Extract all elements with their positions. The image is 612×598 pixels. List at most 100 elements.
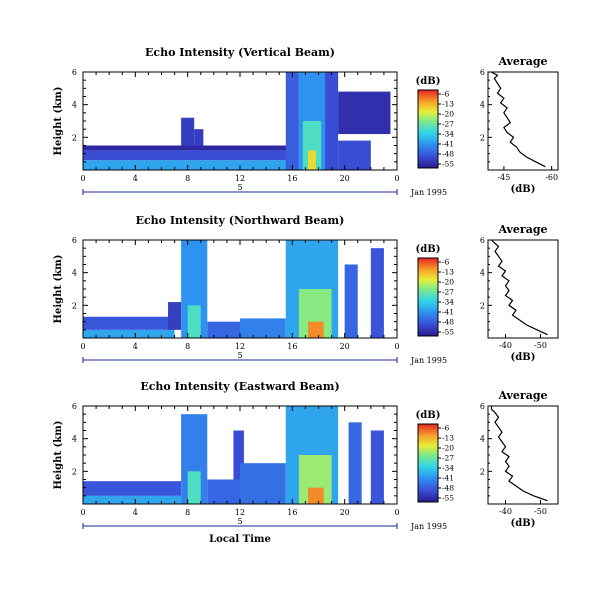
echo-cell [308, 487, 324, 504]
echo-cell [83, 495, 182, 504]
average-title: Average [497, 389, 547, 402]
echo-cell [338, 140, 371, 170]
plot-frame [487, 71, 559, 171]
x-axis-label: (dB) [511, 184, 536, 195]
echo-cell [83, 145, 293, 151]
x-tick-label: -40 [499, 507, 512, 516]
average-profile-line [490, 71, 546, 168]
echo-cell [83, 329, 175, 338]
echo-cell [348, 422, 362, 504]
x-tick-label: 4 [133, 342, 138, 351]
x-tick-label: 4 [133, 508, 138, 517]
colorbar-tick-label: -48 [442, 484, 454, 493]
colorbar: (dB)-6-13-20-27-34-41-48-55 [416, 76, 454, 169]
x-tick-label: 8 [185, 342, 190, 351]
echo-cell [325, 72, 339, 170]
panel-title: Echo Intensity (Vertical Beam) [145, 46, 335, 59]
x-tick-label: -50 [534, 341, 547, 350]
x-axis-label: Local Time [209, 534, 271, 545]
y-tick-label: 4 [72, 101, 77, 110]
y-axis-label: Height (km) [53, 421, 64, 490]
colorbar-tick-label: -13 [442, 100, 454, 109]
colorbar-tick-label: -20 [442, 110, 454, 119]
panel-title: Echo Intensity (Northward Beam) [136, 214, 345, 227]
colorbar-tick-label: -27 [442, 454, 454, 463]
x-tick-label: 20 [340, 508, 350, 517]
x-tick-label: -40 [499, 341, 512, 350]
echo-cell [302, 121, 322, 170]
colorbar-tick-label: -20 [442, 444, 454, 453]
x-tick-label: -50 [534, 507, 547, 516]
colorbar-tick-label: -41 [442, 140, 454, 149]
colorbar-tick-label: -27 [442, 288, 454, 297]
colorbar-tick-label: -55 [442, 494, 454, 503]
echo-cell [308, 150, 316, 170]
average-profile-panel-3: Average 2 4 6 -40 -50 (dB) [480, 389, 559, 529]
x-tick-label: 8 [185, 174, 190, 183]
date-label: Jan 1995 [410, 522, 447, 531]
colorbar: (dB)-6-13-20-27-34-41-48-55 [416, 244, 454, 337]
echo-cell [207, 321, 240, 338]
average-profile-panel-1: Average 2 4 6 -45 -60 (dB) [480, 55, 559, 195]
colorbar-tick-label: -13 [442, 268, 454, 277]
x-tick-label: 0 [394, 174, 399, 183]
average-profile-line [491, 239, 548, 336]
echo-cell [370, 248, 384, 338]
x-tick-label: 20 [340, 174, 350, 183]
heatmap-panel-2: Echo Intensity (Northward Beam)0 4 8 12 16 20… [53, 214, 454, 365]
x-tick-label: 0 [80, 508, 85, 517]
echo-cell [240, 318, 286, 338]
x-tick-label: 20 [340, 342, 350, 351]
y-axis-label: Height (km) [53, 255, 64, 324]
echo-cell [370, 430, 384, 504]
x-tick-label: 12 [235, 174, 245, 183]
echo-cell [240, 463, 286, 504]
panel-title: Echo Intensity (Eastward Beam) [140, 380, 339, 393]
colorbar-tick-label: -13 [442, 434, 454, 443]
colorbar-tick-label: -41 [442, 308, 454, 317]
y-tick-label: 4 [480, 435, 485, 444]
colorbar-tick-label: -55 [442, 160, 454, 169]
heatmap-panel-1: Echo Intensity (Vertical Beam) 0 4 8 12 16 20 0… [53, 46, 454, 197]
colorbar-tick-label: -6 [442, 258, 450, 267]
echo-cell [344, 264, 358, 338]
colorbar-tick-label: -48 [442, 150, 454, 159]
x-tick-label: -60 [545, 173, 558, 182]
y-tick-label: 6 [72, 68, 77, 77]
echo-cell [168, 302, 182, 330]
date-tick-label: 5 [237, 183, 242, 192]
x-tick-label: -45 [497, 173, 510, 182]
average-title: Average [497, 223, 547, 236]
x-tick-label: 0 [80, 174, 85, 183]
y-tick-label: 6 [480, 68, 485, 77]
average-title: Average [497, 55, 547, 68]
colorbar-tick-label: -48 [442, 318, 454, 327]
y-tick-label: 4 [72, 269, 77, 278]
y-tick-label: 2 [480, 133, 485, 142]
x-tick-label: 0 [80, 342, 85, 351]
colorbar-tick-label: -34 [442, 298, 454, 307]
y-axis-label: Height (km) [53, 87, 64, 156]
y-tick-label: 6 [72, 236, 77, 245]
y-tick-label: 6 [480, 236, 485, 245]
y-tick-label: 2 [480, 467, 485, 476]
colorbar-tick-label: -27 [442, 120, 454, 129]
colorbar-tick-label: -6 [442, 424, 450, 433]
y-tick-label: 2 [72, 467, 77, 476]
x-axis-label: (dB) [511, 518, 536, 529]
echo-cell [83, 150, 293, 161]
date-label: Jan 1995 [410, 356, 447, 365]
date-label: Jan 1995 [410, 188, 447, 197]
echo-cell [207, 479, 240, 504]
colorbar: (dB)-6-13-20-27-34-41-48-55 [416, 410, 454, 503]
echo-cell [181, 117, 195, 146]
plot-frame [487, 239, 559, 339]
colorbar-tick-label: -55 [442, 328, 454, 337]
y-tick-label: 4 [480, 101, 485, 110]
plot-frame [487, 405, 559, 505]
average-profile-panel-2: Average 2 4 6 -40 -50 (dB) [480, 223, 559, 363]
y-tick-label: 2 [480, 301, 485, 310]
y-tick-label: 4 [480, 269, 485, 278]
echo-cell [83, 481, 182, 496]
echo-cell [187, 471, 201, 504]
